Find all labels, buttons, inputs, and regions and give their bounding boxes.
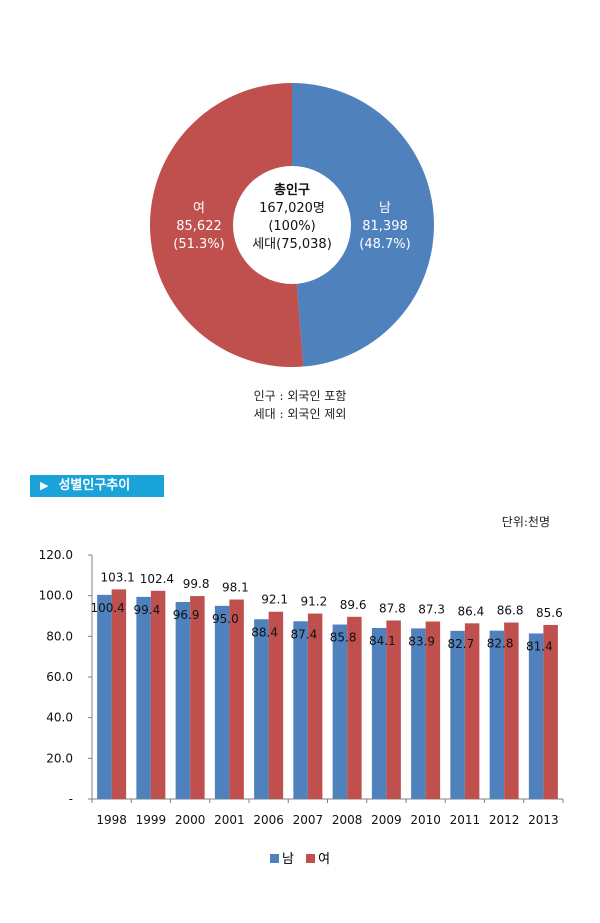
bar-female-2001 bbox=[229, 599, 244, 799]
y-tick-label: 100.0 bbox=[39, 589, 73, 603]
y-tick-label: 80.0 bbox=[46, 629, 73, 643]
bar-male-2007 bbox=[293, 621, 308, 799]
x-tick-label: 2008 bbox=[332, 813, 363, 827]
data-label-female: 91.2 bbox=[301, 595, 328, 609]
bar-male-2010 bbox=[411, 628, 426, 799]
note-households: 세대 : 외국인 제외 bbox=[253, 407, 347, 421]
legend-label-male: 남 bbox=[281, 852, 294, 867]
data-label-male: 99.4 bbox=[134, 603, 161, 617]
data-label-female: 103.1 bbox=[100, 570, 134, 584]
bar-male-2012 bbox=[489, 630, 505, 799]
data-label-female: 87.8 bbox=[379, 601, 406, 615]
x-tick-label: 2011 bbox=[450, 813, 481, 827]
bar-male-2006 bbox=[254, 619, 269, 799]
donut-hole bbox=[233, 166, 351, 284]
data-label-female: 89.6 bbox=[340, 598, 367, 612]
legend-label-female: 여 bbox=[318, 852, 331, 867]
data-label-female: 92.1 bbox=[261, 593, 288, 607]
x-tick-label: 2006 bbox=[253, 813, 284, 827]
slice-label-female-name: 여 bbox=[193, 201, 205, 216]
gender-population-bar-chart: - 20.0 40.0 60.0 80.0 100.0 120.0 1998 100.4 103.… bbox=[39, 548, 564, 827]
center-line-2: 167,020명 bbox=[259, 201, 325, 216]
slice-label-female-percent: (51.3%) bbox=[173, 237, 224, 252]
legend-item-female: 여 bbox=[306, 848, 330, 867]
data-label-male: 95.0 bbox=[212, 612, 239, 626]
bar-female-2008 bbox=[347, 616, 362, 799]
x-tick-label: 2000 bbox=[175, 813, 206, 827]
legend-swatch-male bbox=[269, 854, 279, 863]
bar-male-1998 bbox=[97, 594, 112, 799]
bar-male-2000 bbox=[175, 601, 191, 799]
y-tick-label: 60.0 bbox=[46, 670, 73, 684]
pie-slice-female bbox=[149, 83, 304, 367]
bar-female-1998 bbox=[111, 589, 127, 799]
center-line-3: (100%) bbox=[268, 219, 315, 234]
data-label-male: 83.9 bbox=[408, 634, 435, 648]
bar-female-2013 bbox=[543, 624, 558, 799]
bar-male-2001 bbox=[214, 605, 230, 799]
note-population: 인구 : 외국인 포함 bbox=[253, 389, 347, 403]
population-donut-chart: 총인구 167,020명 (100%) 세대(75,038) 여 85,622 … bbox=[149, 83, 434, 367]
y-tick-label: 20.0 bbox=[46, 751, 73, 765]
x-tick-label: 1998 bbox=[96, 813, 127, 827]
center-line-1: 총인구 bbox=[274, 182, 310, 198]
x-tick-label: 2010 bbox=[410, 813, 441, 827]
data-label-female: 86.4 bbox=[458, 604, 485, 618]
bar-female-2010 bbox=[425, 621, 441, 799]
bar-female-1999 bbox=[150, 590, 166, 799]
data-label-male: 88.4 bbox=[251, 625, 278, 639]
bar-female-2007 bbox=[307, 613, 323, 799]
data-label-female: 86.8 bbox=[497, 604, 524, 618]
bar-female-2000 bbox=[190, 596, 205, 799]
x-tick-label: 2013 bbox=[528, 813, 559, 827]
bar-male-1999 bbox=[136, 596, 151, 799]
data-label-female: 102.4 bbox=[140, 572, 174, 586]
bar-male-2011 bbox=[450, 630, 465, 799]
data-label-male: 81.4 bbox=[526, 639, 553, 653]
bar-female-2006 bbox=[268, 611, 284, 799]
bar-female-2012 bbox=[504, 622, 519, 799]
x-tick-label: 1999 bbox=[136, 813, 167, 827]
unit-label: 단위:천명 bbox=[501, 515, 550, 529]
bar-male-2009 bbox=[371, 627, 387, 799]
slice-label-female-value: 85,622 bbox=[176, 219, 222, 234]
bar-female-2009 bbox=[386, 620, 401, 799]
bar-male-2008 bbox=[332, 624, 348, 799]
y-tick-label: 40.0 bbox=[46, 711, 73, 725]
data-label-female: 98.1 bbox=[222, 581, 249, 595]
data-label-female: 85.6 bbox=[536, 606, 563, 620]
y-tick-label: 120.0 bbox=[39, 548, 73, 562]
x-tick-label: 2001 bbox=[214, 813, 245, 827]
data-label-male: 100.4 bbox=[90, 601, 124, 615]
x-tick-label: 2007 bbox=[293, 813, 324, 827]
section-title-text: 성별인구추이 bbox=[58, 478, 131, 493]
slice-label-male-value: 81,398 bbox=[362, 219, 408, 234]
center-line-4: 세대(75,038) bbox=[252, 237, 332, 252]
bar-female-2011 bbox=[464, 623, 480, 799]
data-label-male: 85.8 bbox=[330, 631, 357, 645]
data-label-female: 99.8 bbox=[183, 577, 210, 591]
section-title: ▶ 성별인구추이 bbox=[30, 475, 164, 497]
legend-item-male: 남 bbox=[269, 848, 294, 867]
data-label-male: 82.8 bbox=[487, 637, 514, 651]
data-label-female: 87.3 bbox=[418, 602, 445, 616]
data-label-male: 87.4 bbox=[291, 627, 318, 641]
data-label-male: 84.1 bbox=[369, 634, 396, 648]
pie-slice-male bbox=[292, 83, 434, 367]
data-label-male: 96.9 bbox=[173, 608, 200, 622]
slice-label-male-name: 남 bbox=[379, 201, 391, 216]
bar-male-2013 bbox=[528, 633, 544, 799]
x-tick-label: 2009 bbox=[371, 813, 402, 827]
data-label-male: 82.7 bbox=[448, 637, 475, 651]
chart-legend: 남 여 bbox=[0, 848, 600, 867]
play-triangle-icon: ▶ bbox=[40, 479, 49, 492]
slice-label-male-percent: (48.7%) bbox=[359, 237, 410, 252]
x-tick-label: 2012 bbox=[489, 813, 520, 827]
y-tick-label: - bbox=[69, 792, 73, 806]
legend-swatch-female bbox=[306, 854, 316, 863]
